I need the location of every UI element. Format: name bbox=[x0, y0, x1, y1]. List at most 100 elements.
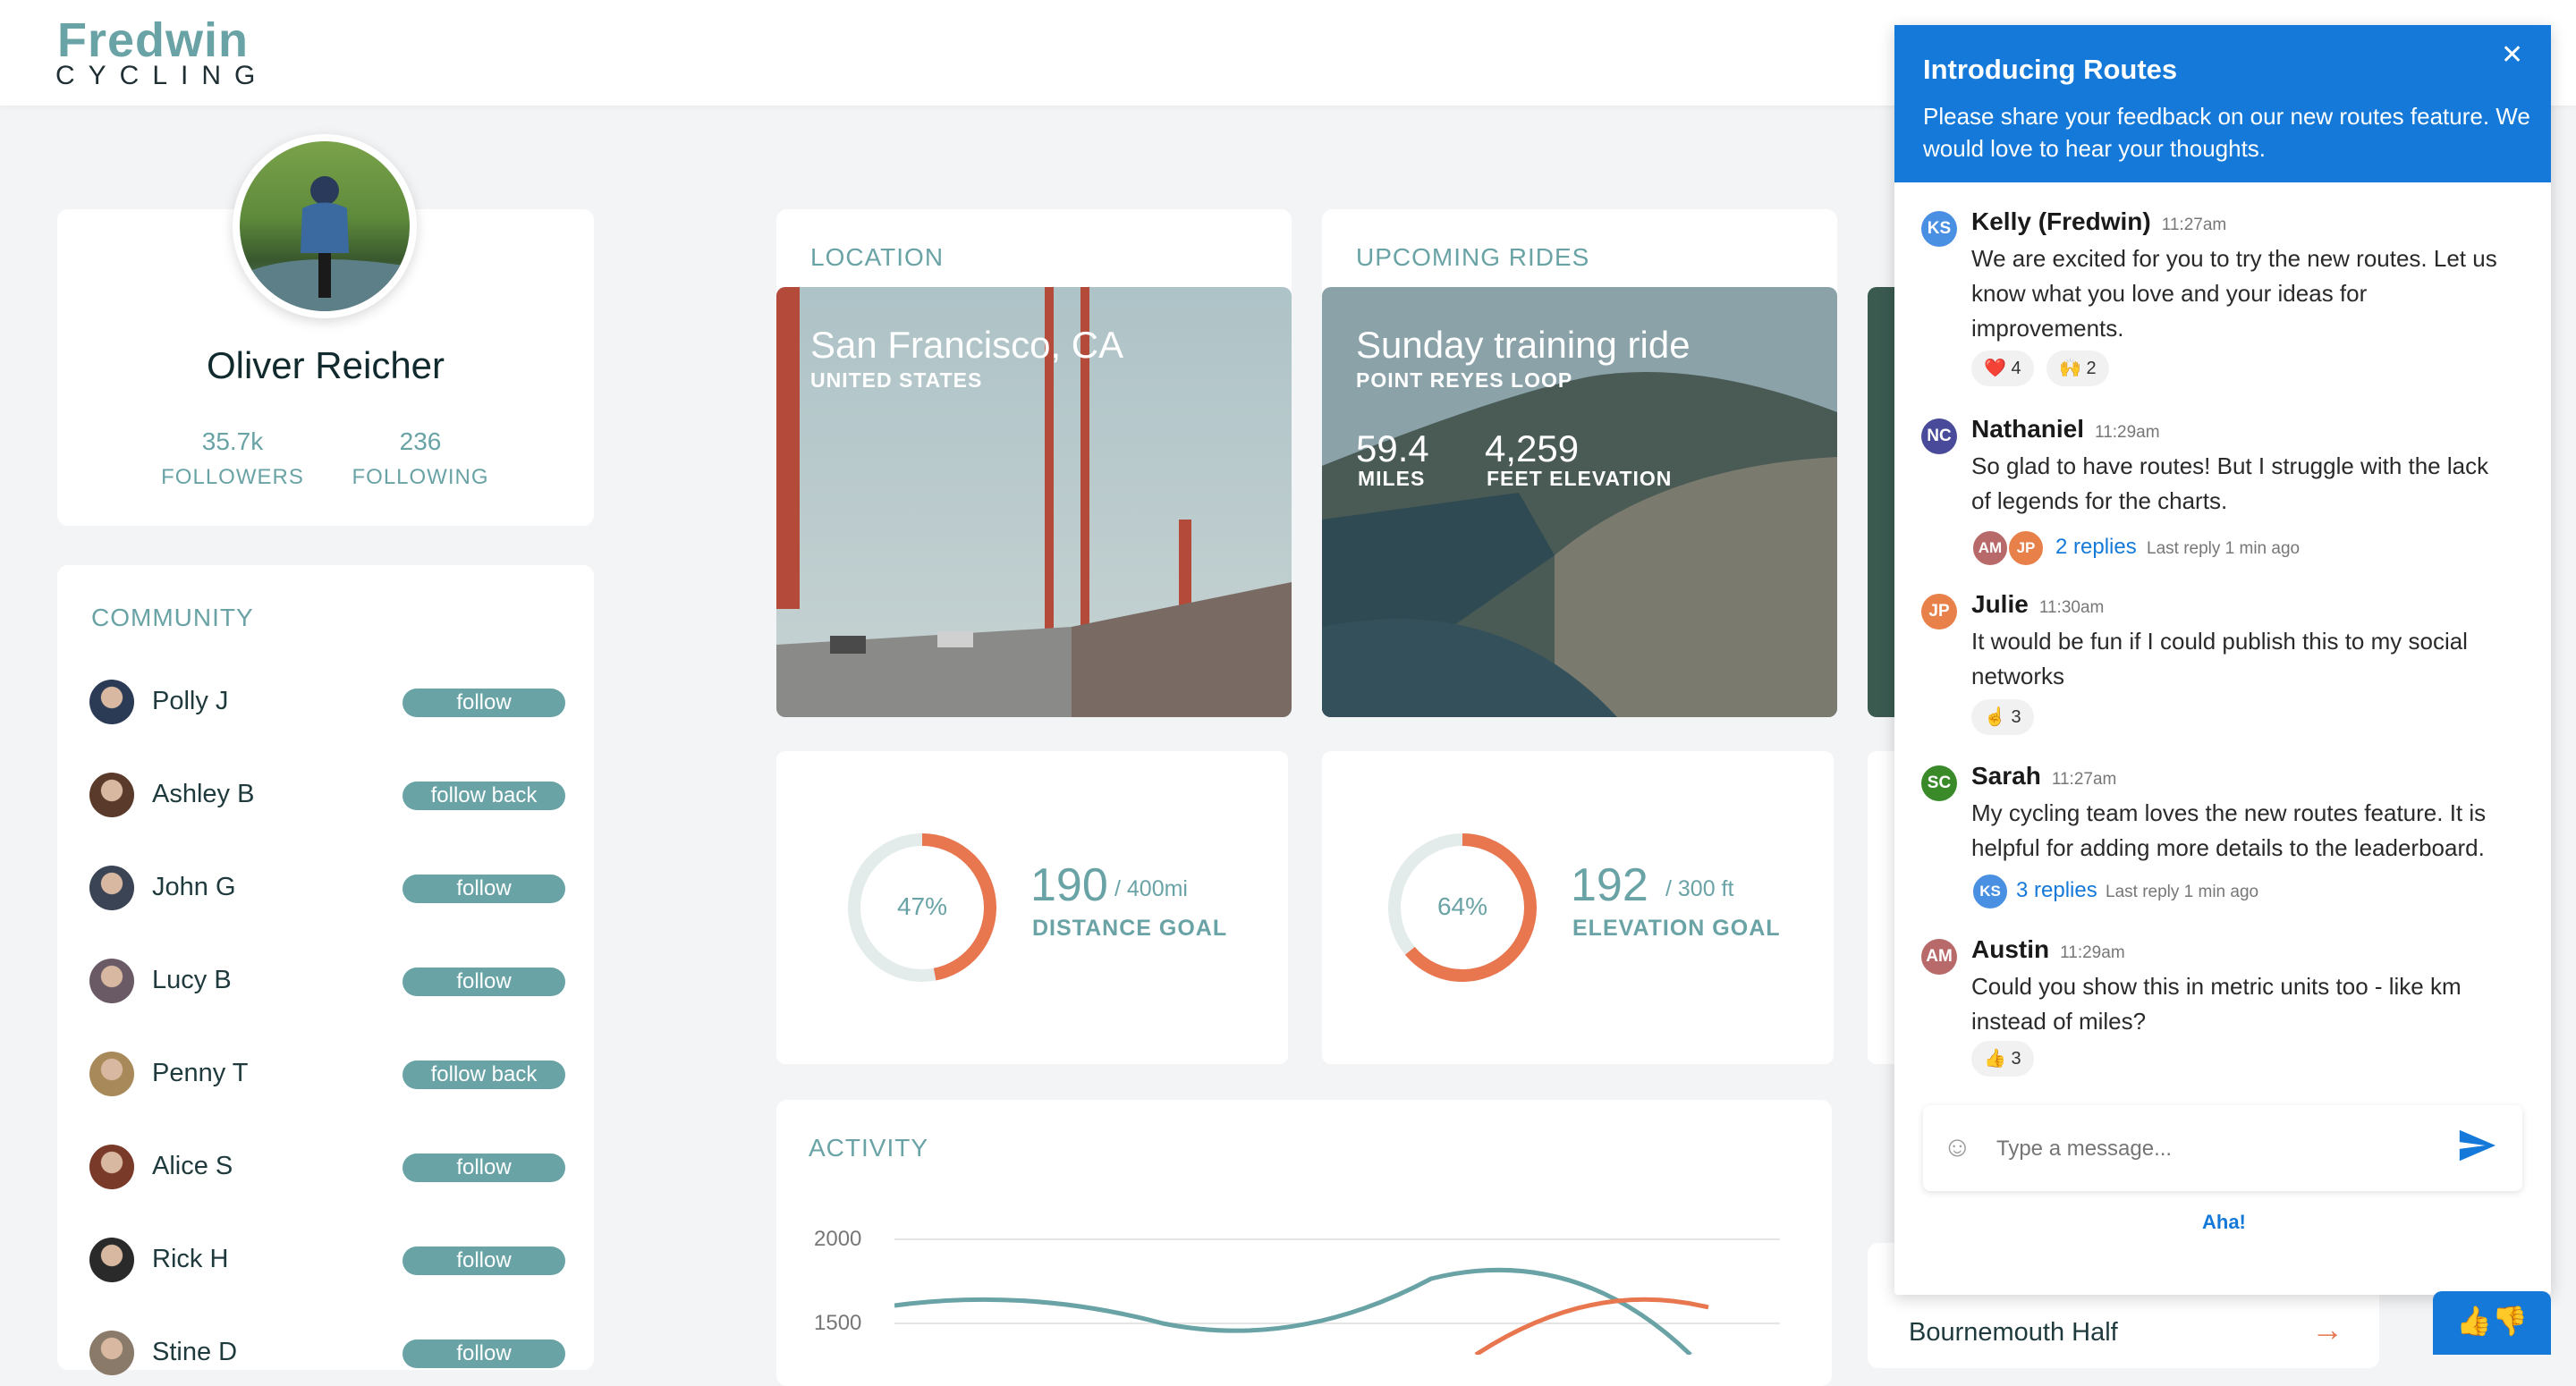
follow-button[interactable]: follow bbox=[402, 968, 565, 996]
member-name[interactable]: John G bbox=[152, 873, 236, 901]
message-text: My cycling team loves the new routes fea… bbox=[1971, 799, 2487, 861]
message-avatar: AM bbox=[1921, 939, 1957, 975]
ride-route: POINT REYES LOOP bbox=[1356, 368, 1573, 392]
reaction-heart[interactable]: ❤️ 4 bbox=[1971, 351, 2034, 386]
activity-ytick-2000: 2000 bbox=[814, 1227, 862, 1251]
reaction-point[interactable]: ☝️ 3 bbox=[1971, 699, 2034, 735]
message-header: Sarah 11:27am bbox=[1971, 762, 2116, 790]
sarah-replies-link[interactable]: 3 replies bbox=[2016, 878, 2097, 902]
message-author: Kelly (Fredwin) bbox=[1971, 207, 2151, 235]
message-avatar: SC bbox=[1921, 765, 1957, 801]
member-name[interactable]: Stine D bbox=[152, 1338, 238, 1366]
message-time: 11:29am bbox=[2095, 423, 2160, 442]
message-time: 11:30am bbox=[2038, 598, 2105, 617]
member-avatar[interactable] bbox=[89, 1331, 134, 1375]
event-arrow-icon[interactable]: → bbox=[2311, 1311, 2343, 1348]
location-city: San Francisco, CA bbox=[810, 324, 1124, 366]
follow-button[interactable]: follow bbox=[402, 1247, 565, 1275]
followers-count[interactable]: 35.7k bbox=[201, 427, 264, 455]
following-count[interactable]: 236 bbox=[399, 427, 442, 455]
profile-avatar[interactable] bbox=[240, 141, 410, 311]
chat-title: Introducing Routes bbox=[1923, 54, 2178, 85]
member-name[interactable]: Rick H bbox=[152, 1245, 229, 1273]
message-header: Nathaniel 11:29am bbox=[1971, 415, 2160, 444]
member-avatar[interactable] bbox=[89, 1238, 134, 1282]
member-name[interactable]: Ashley B bbox=[152, 780, 255, 808]
distance-goal-percent: 47% bbox=[896, 892, 948, 920]
distance-goal-value: 190 bbox=[1030, 859, 1108, 911]
member-avatar[interactable] bbox=[89, 773, 134, 817]
feedback-chat-panel bbox=[1894, 25, 2551, 1295]
elevation-goal-card bbox=[1322, 751, 1834, 1064]
follow-button[interactable]: follow back bbox=[402, 1061, 565, 1089]
elevation-goal-target: / 300 ft bbox=[1665, 876, 1734, 901]
location-country: UNITED STATES bbox=[810, 368, 983, 392]
member-name[interactable]: Alice S bbox=[152, 1152, 233, 1180]
community-member: Lucy B follow bbox=[89, 955, 572, 1009]
follow-button[interactable]: follow bbox=[402, 689, 565, 717]
sarah-last-reply: Last reply 1 min ago bbox=[2106, 883, 2259, 901]
ride-miles-label: MILES bbox=[1358, 467, 1426, 490]
upcoming-ride-photo[interactable] bbox=[1322, 287, 1837, 717]
reaction-hands[interactable]: 🙌 2 bbox=[2046, 351, 2109, 386]
activity-chart bbox=[894, 1238, 1780, 1355]
community-title: COMMUNITY bbox=[91, 604, 254, 631]
follow-button[interactable]: follow bbox=[402, 1154, 565, 1182]
member-avatar[interactable] bbox=[89, 1145, 134, 1189]
activity-title: ACTIVITY bbox=[809, 1134, 929, 1162]
nathaniel-last-reply: Last reply 1 min ago bbox=[2147, 539, 2301, 558]
thread-avatar: JP bbox=[2007, 529, 2045, 567]
member-avatar[interactable] bbox=[89, 680, 134, 724]
community-member: Ashley B follow back bbox=[89, 769, 572, 823]
follow-button[interactable]: follow bbox=[402, 875, 565, 903]
message-input[interactable] bbox=[1995, 1130, 2428, 1168]
location-title: LOCATION bbox=[810, 243, 945, 271]
message-time: 11:27am bbox=[2051, 770, 2117, 789]
member-name[interactable]: Lucy B bbox=[152, 966, 232, 994]
feedback-thumbs-button[interactable]: 👍👎 bbox=[2433, 1291, 2551, 1355]
event-item[interactable]: Bournemouth Half bbox=[1909, 1318, 2118, 1347]
activity-card bbox=[776, 1100, 1832, 1386]
brand-logo[interactable]: Fredwin bbox=[57, 13, 250, 67]
location-photo[interactable] bbox=[776, 287, 1292, 717]
emoji-add-icon[interactable]: ☺ bbox=[1943, 1130, 1972, 1162]
member-avatar[interactable] bbox=[89, 866, 134, 910]
message-text: So glad to have routes! But I struggle w… bbox=[1971, 452, 2489, 514]
upcoming-rides-title: UPCOMING RIDES bbox=[1356, 243, 1590, 271]
elevation-goal-value: 192 bbox=[1571, 859, 1648, 911]
follow-button[interactable]: follow back bbox=[402, 782, 565, 810]
elevation-goal-ring bbox=[1388, 833, 1537, 982]
thread-avatar: AM bbox=[1971, 529, 2009, 567]
member-name[interactable]: Polly J bbox=[152, 687, 229, 715]
distance-goal-target: / 400mi bbox=[1114, 876, 1188, 901]
distance-goal-card bbox=[776, 751, 1288, 1064]
message-text: We are excited for you to try the new ro… bbox=[1971, 245, 2497, 342]
community-member: Polly J follow bbox=[89, 676, 572, 730]
profile-name: Oliver Reicher bbox=[206, 344, 445, 386]
message-time: 11:29am bbox=[2060, 943, 2125, 962]
thumbs-up-down-icon: 👍👎 bbox=[2456, 1305, 2528, 1337]
message-avatar: NC bbox=[1921, 418, 1957, 454]
follow-button[interactable]: follow bbox=[402, 1340, 565, 1368]
chat-description: Please share your feedback on our new ro… bbox=[1923, 103, 2530, 162]
community-member: Rick H follow bbox=[89, 1234, 572, 1288]
distance-goal-ring bbox=[848, 833, 996, 982]
reaction-thumbs[interactable]: 👍 3 bbox=[1971, 1041, 2034, 1077]
community-member: Penny T follow back bbox=[89, 1048, 572, 1102]
elevation-goal-percent: 64% bbox=[1436, 892, 1488, 920]
member-name[interactable]: Penny T bbox=[152, 1059, 249, 1087]
message-text: It would be fun if I could publish this … bbox=[1971, 628, 2468, 689]
ride-elevation-label: FEET ELEVATION bbox=[1487, 467, 1673, 490]
aha-brand[interactable]: Aha! bbox=[2202, 1211, 2246, 1233]
nathaniel-replies-link[interactable]: 2 replies bbox=[2055, 535, 2137, 559]
close-icon[interactable]: ✕ bbox=[2501, 40, 2524, 70]
member-avatar[interactable] bbox=[89, 959, 134, 1003]
message-header: Julie 11:30am bbox=[1971, 590, 2104, 619]
ride-elevation: 4,259 bbox=[1485, 427, 1580, 469]
activity-ytick-1500: 1500 bbox=[814, 1311, 862, 1335]
chat-header bbox=[1894, 25, 2551, 182]
message-author: Nathaniel bbox=[1971, 415, 2085, 443]
send-icon[interactable] bbox=[2456, 1125, 2497, 1166]
member-avatar[interactable] bbox=[89, 1052, 134, 1096]
thread-avatar: KS bbox=[1971, 873, 2009, 910]
